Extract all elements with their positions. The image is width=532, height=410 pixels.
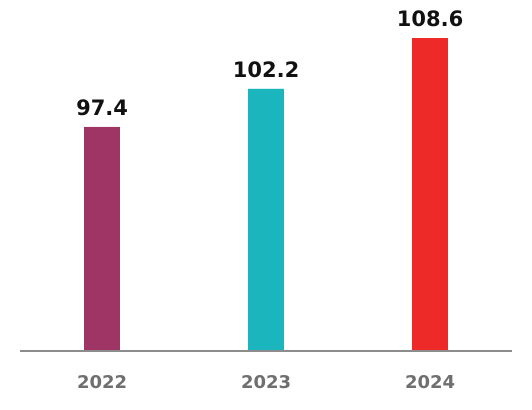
bar-2024 [412,38,448,350]
data-label-2023: 102.2 [233,58,299,82]
data-label-2022: 97.4 [76,96,128,120]
x-tick-labels-group: 2022 2023 2024 [77,372,455,393]
bar-2023 [248,88,284,351]
bars-group [84,38,448,351]
x-tick-label-2023: 2023 [241,372,291,393]
x-tick-label-2024: 2024 [405,372,455,393]
value-labels-group: 97.4 102.2 108.6 [76,7,463,120]
data-label-2024: 108.6 [397,7,463,31]
bar-2022 [84,126,120,350]
x-tick-label-2022: 2022 [77,372,127,393]
